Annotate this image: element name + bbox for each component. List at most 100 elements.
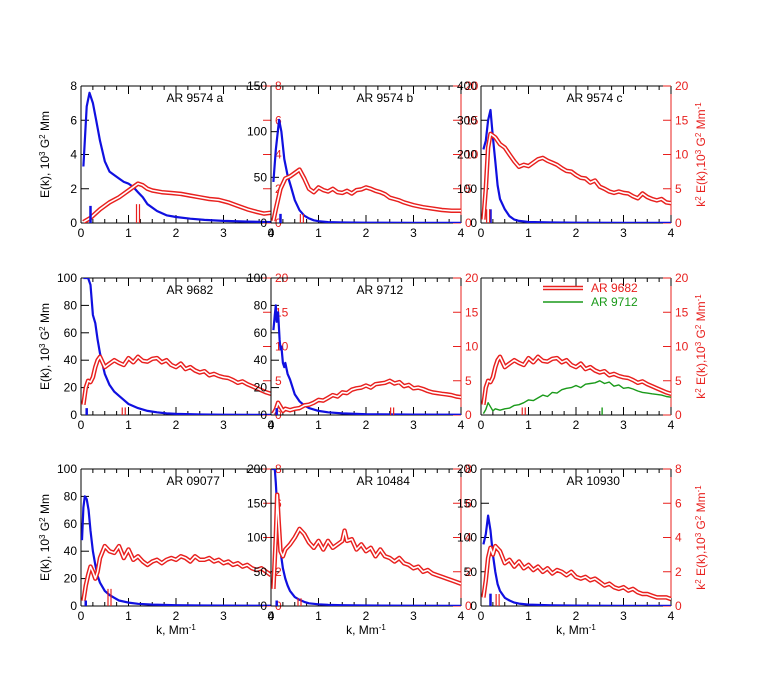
series-line-blue (482, 108, 671, 223)
y-right-tick-label: 15 (675, 305, 689, 319)
y-left-tick-label: 20 (254, 381, 268, 395)
y-right-tick-label: 10 (675, 148, 689, 162)
y-left-tick-label: 200 (247, 462, 267, 476)
y-left-tick-label: 0 (70, 408, 77, 422)
panel-label: AR 9574 c (567, 91, 623, 105)
y-right-tick-label: 8 (675, 462, 682, 476)
y-left-tick-label: 100 (247, 271, 267, 285)
x-tick-label: 0 (478, 418, 485, 432)
y-left-tick-label: 150 (247, 79, 267, 93)
y-right-tick-label: 0 (675, 408, 682, 422)
y-left-tick-label: 2 (70, 182, 77, 196)
y-left-axis-title: E(k), 103 G2 Mm (38, 494, 53, 581)
x-tick-label: 4 (458, 226, 465, 240)
y-right-axis-title: k2 E(k),103 G2 Mm-1 (694, 294, 709, 399)
y-right-tick-label: 10 (465, 340, 479, 354)
y-right-axis-title: k2 E(k),103 G2 Mm-1 (694, 102, 709, 207)
x-tick-label: 0 (268, 418, 275, 432)
y-right-tick-label: 5 (465, 182, 472, 196)
y-left-tick-label: 6 (70, 113, 77, 127)
x-tick-label: 2 (573, 226, 580, 240)
x-tick-label: 1 (525, 609, 532, 623)
x-tick-label: 4 (458, 609, 465, 623)
x-tick-label: 3 (220, 418, 227, 432)
x-axis-title: k, Mm-1 (156, 623, 196, 638)
y-right-tick-label: 15 (465, 113, 479, 127)
y-right-tick-label: 15 (675, 113, 689, 127)
panel-label: AR 09077 (167, 474, 221, 488)
x-tick-label: 0 (78, 418, 85, 432)
y-left-tick-label: 100 (457, 531, 477, 545)
y-right-tick-label: 6 (465, 496, 472, 510)
series-line-inner-red (272, 493, 461, 589)
y-left-tick-label: 400 (457, 79, 477, 93)
series-line-outer-red (271, 492, 461, 590)
x-tick-label: 2 (363, 418, 370, 432)
x-axis-title: k, Mm-1 (346, 623, 386, 638)
x-tick-label: 4 (268, 609, 275, 623)
y-right-tick-label: 4 (275, 148, 282, 162)
y-left-tick-label: 100 (247, 125, 267, 139)
x-tick-label: 1 (125, 609, 132, 623)
y-right-axis-title: k2 E(k),103 G2 Mm-1 (694, 485, 709, 590)
y-left-tick-label: 0 (260, 408, 267, 422)
series-line-inner-red (82, 545, 271, 602)
y-left-tick-label: 50 (254, 565, 268, 579)
x-tick-label: 3 (220, 226, 227, 240)
series-line-inner-red (82, 355, 271, 405)
x-tick-label: 2 (573, 609, 580, 623)
y-left-tick-label: 60 (64, 517, 78, 531)
series-line-blue (81, 495, 271, 606)
y-right-tick-label: 5 (275, 374, 282, 388)
series-line-outer-red (481, 543, 671, 602)
y-right-tick-label: 5 (675, 374, 682, 388)
y-left-tick-label: 50 (464, 565, 478, 579)
y-left-tick-label: 60 (254, 326, 268, 340)
x-tick-label: 3 (620, 609, 627, 623)
x-tick-label: 3 (620, 418, 627, 432)
y-left-tick-label: 0 (260, 599, 267, 613)
x-tick-label: 4 (668, 418, 675, 432)
y-left-tick-label: 40 (64, 353, 78, 367)
y-right-tick-label: 0 (465, 408, 472, 422)
y-right-tick-label: 0 (675, 216, 682, 230)
x-tick-label: 1 (315, 418, 322, 432)
x-tick-label: 2 (363, 226, 370, 240)
y-right-tick-label: 4 (675, 531, 682, 545)
series-line-green (482, 380, 671, 414)
panel-label: AR 9574 a (167, 91, 224, 105)
y-left-tick-label: 150 (247, 496, 267, 510)
x-tick-label: 3 (410, 226, 417, 240)
x-tick-label: 1 (525, 418, 532, 432)
y-right-tick-label: 4 (465, 531, 472, 545)
y-right-tick-label: 0 (465, 216, 472, 230)
series-line-blue (83, 278, 271, 415)
x-tick-label: 2 (173, 226, 180, 240)
panel-label: AR 9682 (167, 283, 214, 297)
y-left-tick-label: 100 (57, 462, 77, 476)
x-tick-label: 3 (620, 226, 627, 240)
x-tick-label: 2 (173, 418, 180, 432)
y-left-axis-title: E(k), 103 G2 Mm (38, 111, 53, 198)
y-left-tick-label: 80 (64, 298, 78, 312)
x-tick-label: 4 (268, 418, 275, 432)
y-left-tick-label: 0 (70, 216, 77, 230)
series-line-blue (82, 91, 271, 223)
panel-label: AR 10484 (357, 474, 411, 488)
series-line-blue (271, 469, 461, 606)
panel-label: AR 9712 (357, 283, 404, 297)
y-right-tick-label: 20 (465, 79, 479, 93)
x-tick-label: 2 (173, 609, 180, 623)
x-tick-label: 1 (525, 226, 532, 240)
y-left-tick-label: 200 (457, 462, 477, 476)
legend-label: AR 9712 (591, 295, 638, 309)
y-right-tick-label: 20 (465, 271, 479, 285)
x-tick-label: 4 (668, 226, 675, 240)
x-tick-label: 0 (78, 226, 85, 240)
